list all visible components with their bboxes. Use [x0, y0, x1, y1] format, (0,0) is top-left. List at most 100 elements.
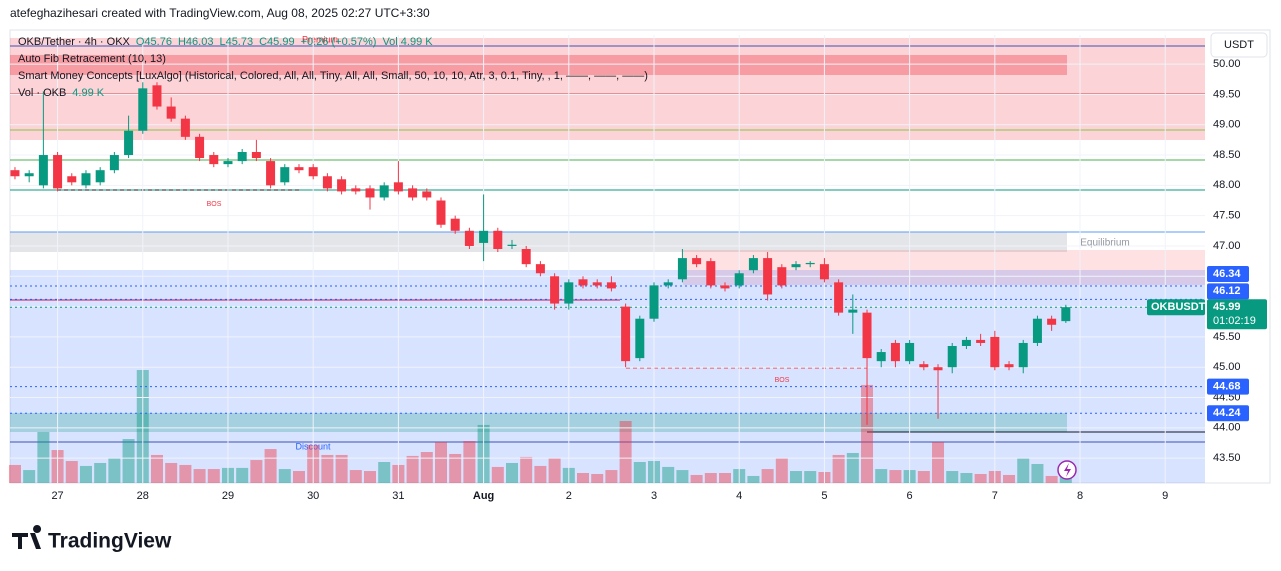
- candle-body: [322, 176, 332, 189]
- x-tick-label: 6: [907, 490, 913, 502]
- x-tick-label: 30: [307, 490, 319, 502]
- candle-body: [209, 155, 219, 165]
- countdown: 01:02:19: [1213, 315, 1256, 327]
- premium-label: Premium: [302, 34, 338, 44]
- volume-bar: [207, 469, 220, 483]
- volume-title: Vol · OKB: [18, 87, 66, 99]
- volume-bar: [548, 457, 561, 483]
- y-tick-label: 48.00: [1213, 179, 1241, 191]
- price-tag: [1207, 299, 1267, 330]
- ticker: OKBUSDT: [1151, 301, 1206, 313]
- discount-range: [10, 270, 1205, 483]
- volume-bar: [605, 470, 618, 483]
- price-label: 44.68: [1213, 381, 1241, 393]
- volume-bar: [491, 466, 504, 483]
- candle-body: [1047, 318, 1057, 325]
- volume-bar: [832, 454, 845, 483]
- candle-body: [436, 200, 446, 225]
- price-tag: [1207, 265, 1249, 282]
- volume: Vol 4.99 K: [382, 36, 433, 48]
- candle-body: [677, 258, 687, 280]
- candle-body: [947, 345, 957, 368]
- indicator: Smart Money Concepts [LuxAlgo] (Historic…: [18, 70, 648, 82]
- candle-body: [1032, 318, 1042, 343]
- x-tick-label: 7: [992, 490, 998, 502]
- candle-body: [848, 309, 858, 313]
- header: atefeghazihesari created with TradingVie…: [10, 6, 430, 20]
- y-tick-label: 49.50: [1213, 88, 1241, 100]
- candle-body: [592, 282, 602, 286]
- candle-body: [933, 367, 943, 371]
- volume-bar: [719, 472, 732, 483]
- volume-last: 4.99 K: [72, 87, 104, 99]
- volume-bar: [349, 470, 362, 483]
- price-tag: [1207, 378, 1249, 395]
- equilibrium-label: Equilibrium: [1080, 238, 1129, 249]
- volume-bar: [363, 471, 376, 483]
- candle-body: [550, 276, 560, 304]
- low: L45.73: [219, 36, 253, 48]
- candle-body: [223, 161, 233, 165]
- candle-body: [379, 185, 389, 198]
- candle-body: [67, 176, 77, 183]
- x-tick-label: 29: [222, 490, 234, 502]
- candle-body: [152, 85, 162, 107]
- currency[interactable]: USDT: [1224, 39, 1254, 51]
- volume-legend: Vol · OKB 4.99 K: [18, 87, 105, 99]
- candle-body: [905, 342, 915, 362]
- candle-body: [393, 182, 403, 192]
- candle-body: [1004, 364, 1014, 368]
- volume-bar: [690, 474, 703, 483]
- candle-body: [38, 155, 48, 186]
- volume-bar: [8, 464, 21, 483]
- candle-body: [777, 267, 787, 286]
- volume-bar: [917, 471, 930, 483]
- volume-bar: [378, 462, 391, 483]
- volume-bar: [37, 431, 50, 483]
- x-tick-label: 27: [51, 490, 63, 502]
- volume-bar: [1003, 474, 1016, 483]
- volume-bar: [662, 466, 675, 483]
- volume-bar: [122, 439, 135, 483]
- volume-bar: [577, 472, 590, 483]
- volume-bar: [65, 461, 78, 483]
- footer-brand: TradingView: [48, 530, 172, 553]
- volume-bar: [747, 475, 760, 483]
- volume-bar: [179, 464, 192, 483]
- price-label: 44.24: [1213, 407, 1241, 419]
- premium-band: [10, 55, 1067, 75]
- plot-frame: [9, 29, 1271, 484]
- candle-body: [507, 244, 517, 246]
- discount-zone: [10, 413, 1067, 432]
- candle-body: [734, 273, 744, 286]
- close: C45.99: [259, 36, 294, 48]
- candle-body: [308, 167, 318, 177]
- candle-body: [663, 282, 673, 286]
- y-tick-label: 47.50: [1213, 210, 1241, 222]
- volume-bar: [292, 471, 305, 483]
- volume-bar: [676, 470, 689, 483]
- candle-body: [10, 170, 20, 177]
- volume-bar: [434, 441, 447, 483]
- alert-bolt: [1064, 463, 1071, 477]
- currency-button[interactable]: [1210, 32, 1268, 58]
- volume-bar: [960, 472, 973, 483]
- candle-body: [109, 155, 119, 171]
- candle-body: [422, 191, 432, 198]
- volume-bar: [889, 470, 902, 483]
- volume-bar: [846, 452, 859, 483]
- candle-body: [1018, 342, 1028, 368]
- candle-body: [720, 285, 730, 289]
- candle-body: [464, 230, 474, 246]
- candle-body: [166, 106, 176, 119]
- x-tick-label: 3: [651, 490, 657, 502]
- y-tick-label: 44.00: [1213, 422, 1241, 434]
- candle-body: [266, 161, 276, 186]
- volume-bar: [946, 471, 959, 483]
- volume-bar: [321, 454, 334, 483]
- volume-bar: [974, 473, 987, 483]
- candle-body: [606, 282, 616, 289]
- candle-body: [876, 352, 886, 362]
- x-tick-label: 31: [392, 490, 404, 502]
- premium-zone: [10, 38, 1205, 140]
